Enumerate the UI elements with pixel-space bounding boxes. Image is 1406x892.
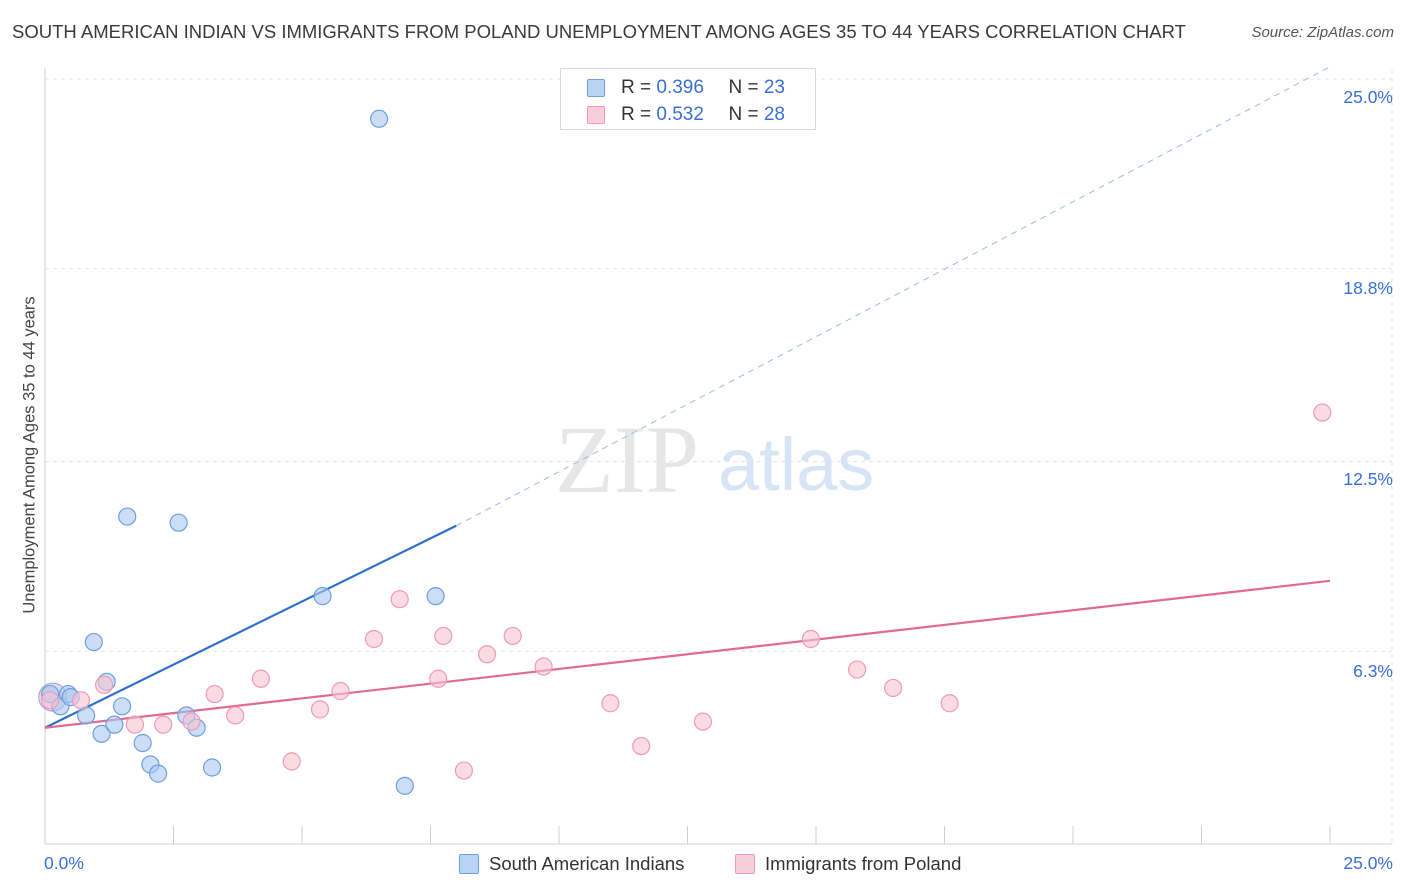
legend-n-label: N = [728, 104, 764, 125]
correlation-legend: R = 0.396 N = 23 R = 0.532 N = 28 [560, 68, 816, 130]
y-axis-label: Unemployment Among Ages 35 to 44 years [20, 296, 39, 614]
legend-n-label: N = [728, 77, 764, 98]
point-series-0-6 [92, 724, 111, 743]
source-label: Source: ZipAtlas.com [1251, 24, 1394, 41]
point-series-0-14 [169, 513, 188, 532]
legend-swatch-blue [587, 79, 605, 97]
point-series-1-27 [1313, 403, 1332, 422]
point-series-1-15 [434, 626, 453, 646]
legend-swatch-pink [587, 106, 605, 124]
point-series-1-24 [848, 660, 867, 679]
point-series-1-25 [883, 678, 903, 698]
point-series-1-17 [477, 645, 497, 664]
point-series-1-11 [331, 681, 350, 701]
point-series-0-17 [202, 758, 222, 777]
point-series-0-10 [118, 507, 137, 526]
point-series-1-3 [125, 715, 145, 734]
legend-r-value: 0.532 [656, 104, 704, 125]
point-series-0-21 [426, 587, 445, 606]
point-series-1-20 [601, 694, 620, 713]
point-series-1-22 [693, 712, 713, 731]
point-series-0-20 [395, 776, 414, 795]
y-tick-label-12-5: 12.5% [1343, 469, 1393, 489]
point-series-1-23 [801, 629, 820, 649]
bottom-legend-swatch-blue [459, 854, 479, 874]
trend-lines [44, 66, 1331, 729]
point-series-0-4 [77, 706, 96, 725]
point-series-1-14 [429, 669, 448, 688]
point-series-0-9 [112, 697, 132, 716]
point-series-1-18 [503, 626, 522, 646]
point-series-0-13 [148, 764, 168, 783]
bottom-legend-label: South American Indians [489, 853, 685, 874]
watermark-zip: ZIP [555, 406, 699, 513]
chart-title: SOUTH AMERICAN INDIAN VS IMMIGRANTS FROM… [12, 21, 1186, 42]
trend-line-series-0 [44, 524, 457, 729]
point-series-1-7 [226, 706, 245, 725]
data-points [38, 109, 1332, 795]
point-series-0-11 [133, 733, 152, 753]
point-series-1-12 [364, 629, 384, 649]
point-series-1-16 [454, 761, 474, 780]
trend-line-extension-series-0 [455, 66, 1331, 527]
legend-r-label: R = [621, 104, 657, 125]
point-series-0-19 [370, 109, 389, 128]
y-tick-label-18-8: 18.8% [1343, 278, 1393, 298]
bottom-legend-swatch-pink [735, 854, 755, 874]
axes [44, 68, 1392, 845]
point-series-1-10 [310, 700, 330, 719]
watermark: ZIP atlas [555, 406, 874, 513]
watermark-atlas: atlas [718, 423, 874, 506]
y-tick-label-6-3: 6.3% [1353, 661, 1393, 681]
point-series-1-1 [71, 691, 91, 710]
point-series-1-19 [534, 657, 553, 676]
point-series-1-9 [282, 752, 301, 771]
bottom-legend-label: Immigrants from Poland [765, 853, 962, 874]
point-series-1-5 [182, 712, 201, 731]
point-series-1-13 [390, 590, 409, 609]
point-series-1-21 [632, 736, 651, 756]
point-series-1-0 [41, 691, 60, 710]
x-tick-label-max: 25.0% [1343, 853, 1393, 873]
point-series-1-4 [154, 715, 173, 734]
x-tick-label-min: 0.0% [44, 853, 84, 873]
point-series-0-5 [84, 632, 103, 652]
point-series-1-26 [940, 694, 959, 713]
point-series-1-2 [95, 675, 114, 694]
legend-r-label: R = [621, 77, 657, 98]
point-series-0-18 [313, 587, 332, 606]
point-series-1-6 [205, 684, 224, 704]
legend-n-value: 23 [763, 77, 785, 98]
legend-r-value: 0.396 [656, 77, 704, 98]
point-series-1-8 [251, 669, 270, 688]
y-tick-label-25: 25.0% [1343, 87, 1393, 107]
point-series-0-8 [105, 715, 124, 734]
trend-line-series-1 [44, 579, 1331, 729]
legend-n-value: 28 [763, 104, 785, 125]
